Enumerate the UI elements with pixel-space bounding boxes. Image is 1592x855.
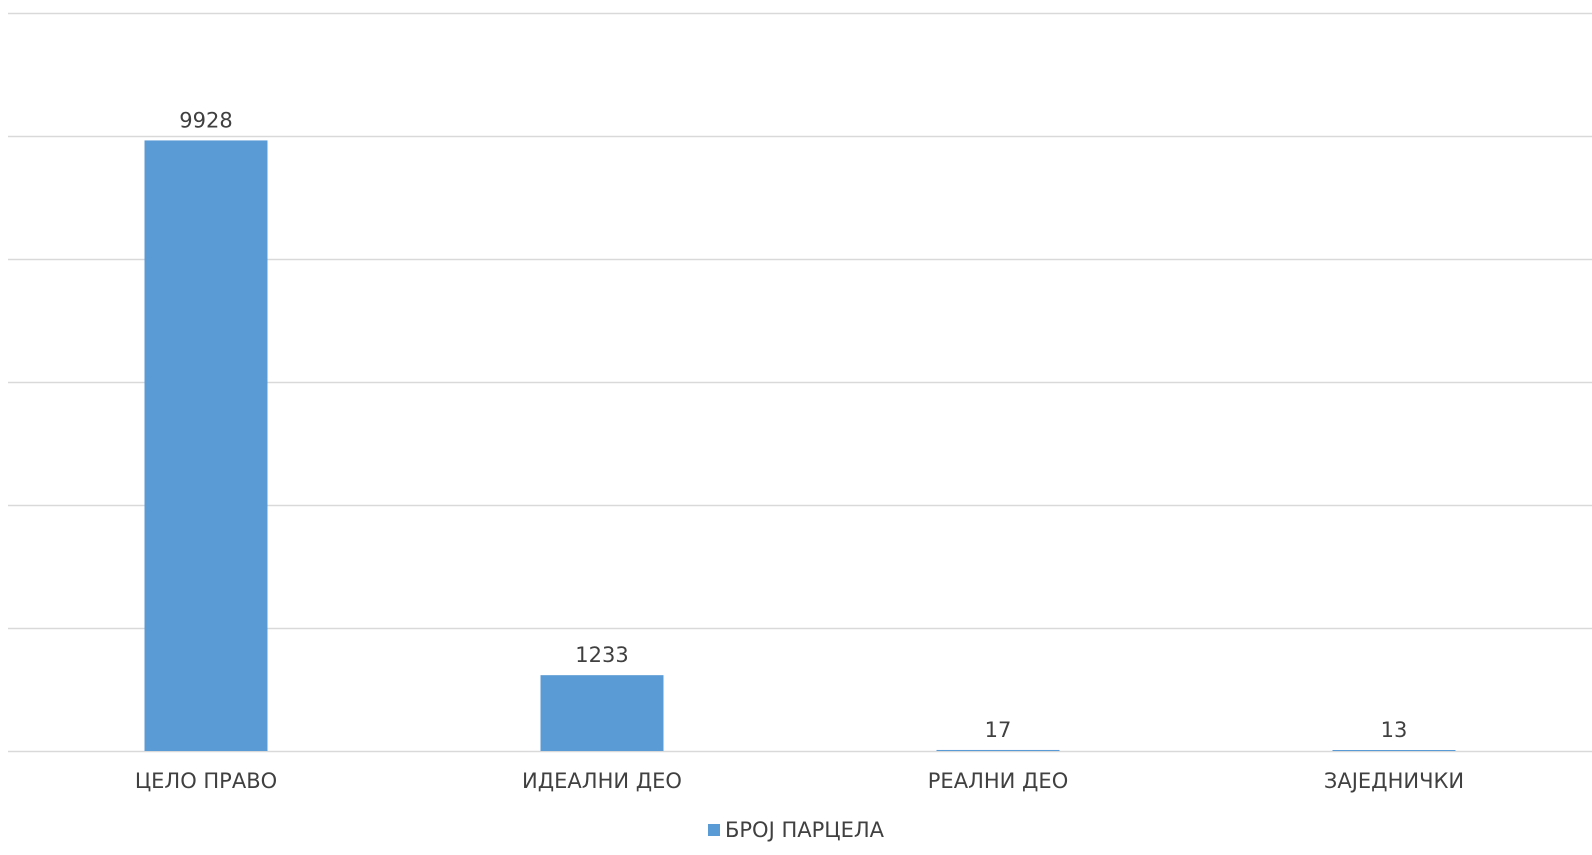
data-labels: 9928 1233 17 13	[179, 108, 1407, 742]
bar-2	[540, 675, 664, 751]
bar-1	[144, 140, 268, 752]
data-label-3: 17	[985, 718, 1012, 742]
bar-4	[1332, 750, 1456, 751]
bar-3	[936, 749, 1060, 751]
data-label-4: 13	[1381, 718, 1408, 742]
category-label-4: ЗАЈЕДНИЧКИ	[1324, 769, 1464, 793]
bars	[144, 140, 1456, 752]
legend-swatch	[707, 824, 720, 836]
category-label-2: ИДЕАЛНИ ДЕО	[522, 769, 682, 793]
gridlines	[8, 12, 1592, 753]
data-label-1: 9928	[179, 108, 232, 132]
data-label-2: 1233	[575, 643, 628, 667]
legend-label-series: БРОЈ ПАРЦЕЛА	[724, 818, 885, 842]
category-labels: ЦЕЛО ПРАВО ИДЕАЛНИ ДЕО РЕАЛНИ ДЕО ЗАЈЕДНИЧК…	[135, 769, 1464, 793]
category-label-3: РЕАЛНИ ДЕО	[928, 769, 1068, 793]
category-label-1: ЦЕЛО ПРАВО	[135, 769, 277, 793]
legend: БРОЈ ПАРЦЕЛА	[0, 818, 1592, 842]
